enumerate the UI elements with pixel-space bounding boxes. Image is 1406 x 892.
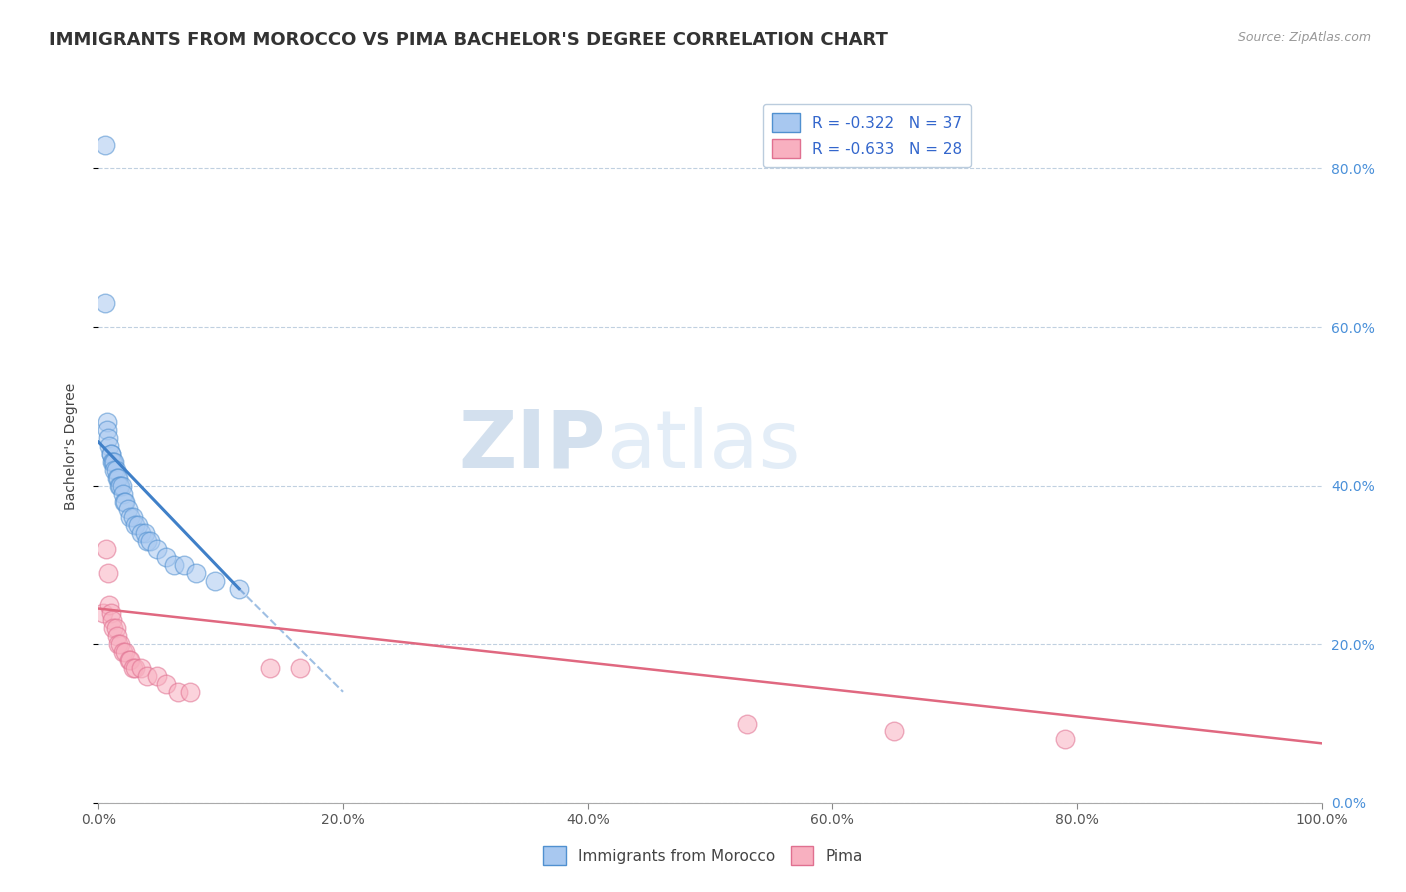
Point <box>118 653 141 667</box>
Point <box>167 685 190 699</box>
Text: IMMIGRANTS FROM MOROCCO VS PIMA BACHELOR'S DEGREE CORRELATION CHART: IMMIGRANTS FROM MOROCCO VS PIMA BACHELOR… <box>49 31 889 49</box>
Point <box>101 621 124 635</box>
Point <box>120 653 142 667</box>
Point <box>134 526 156 541</box>
Point <box>94 542 117 557</box>
Point <box>121 661 143 675</box>
Point <box>93 137 115 152</box>
Point <box>124 518 146 533</box>
Point <box>101 614 124 628</box>
Point <box>186 566 208 580</box>
Point <box>107 637 129 651</box>
Point <box>112 494 135 508</box>
Point <box>98 598 121 612</box>
Point <box>129 526 152 541</box>
Point <box>173 558 195 572</box>
Point <box>110 478 132 492</box>
Point <box>259 661 281 675</box>
Point <box>98 439 121 453</box>
Point <box>127 518 149 533</box>
Point <box>155 549 177 564</box>
Point <box>155 677 177 691</box>
Point <box>290 661 312 675</box>
Point <box>96 415 118 429</box>
Point <box>124 661 146 675</box>
Point <box>105 471 128 485</box>
Point <box>114 494 136 508</box>
Point <box>111 478 134 492</box>
Y-axis label: Bachelor's Degree: Bachelor's Degree <box>63 383 77 509</box>
Point <box>1053 732 1076 747</box>
Point <box>883 724 905 739</box>
Point <box>107 471 129 485</box>
Point <box>146 542 169 557</box>
Point <box>104 463 127 477</box>
Point <box>96 423 118 437</box>
Point <box>120 510 142 524</box>
Point <box>103 455 125 469</box>
Point <box>179 685 201 699</box>
Point <box>146 669 169 683</box>
Point <box>108 478 131 492</box>
Legend: Immigrants from Morocco, Pima: Immigrants from Morocco, Pima <box>537 840 869 871</box>
Point <box>104 621 127 635</box>
Point <box>121 510 143 524</box>
Point <box>101 455 124 469</box>
Text: ZIP: ZIP <box>458 407 606 485</box>
Point <box>111 486 134 500</box>
Point <box>111 645 134 659</box>
Point <box>105 629 128 643</box>
Point <box>93 296 115 310</box>
Point <box>204 574 226 588</box>
Legend: R = -0.322   N = 37, R = -0.633   N = 28: R = -0.322 N = 37, R = -0.633 N = 28 <box>763 104 972 167</box>
Point <box>136 534 159 549</box>
Point <box>136 669 159 683</box>
Point <box>117 502 139 516</box>
Point <box>163 558 186 572</box>
Point <box>228 582 250 596</box>
Point <box>114 645 136 659</box>
Point <box>129 661 152 675</box>
Point <box>110 637 132 651</box>
Text: atlas: atlas <box>606 407 800 485</box>
Point <box>735 716 758 731</box>
Point <box>103 463 125 477</box>
Point <box>91 606 114 620</box>
Point <box>97 431 120 445</box>
Point <box>101 455 124 469</box>
Point <box>139 534 162 549</box>
Point <box>100 606 122 620</box>
Point <box>100 447 122 461</box>
Point <box>97 566 120 580</box>
Text: Source: ZipAtlas.com: Source: ZipAtlas.com <box>1237 31 1371 45</box>
Point <box>100 447 122 461</box>
